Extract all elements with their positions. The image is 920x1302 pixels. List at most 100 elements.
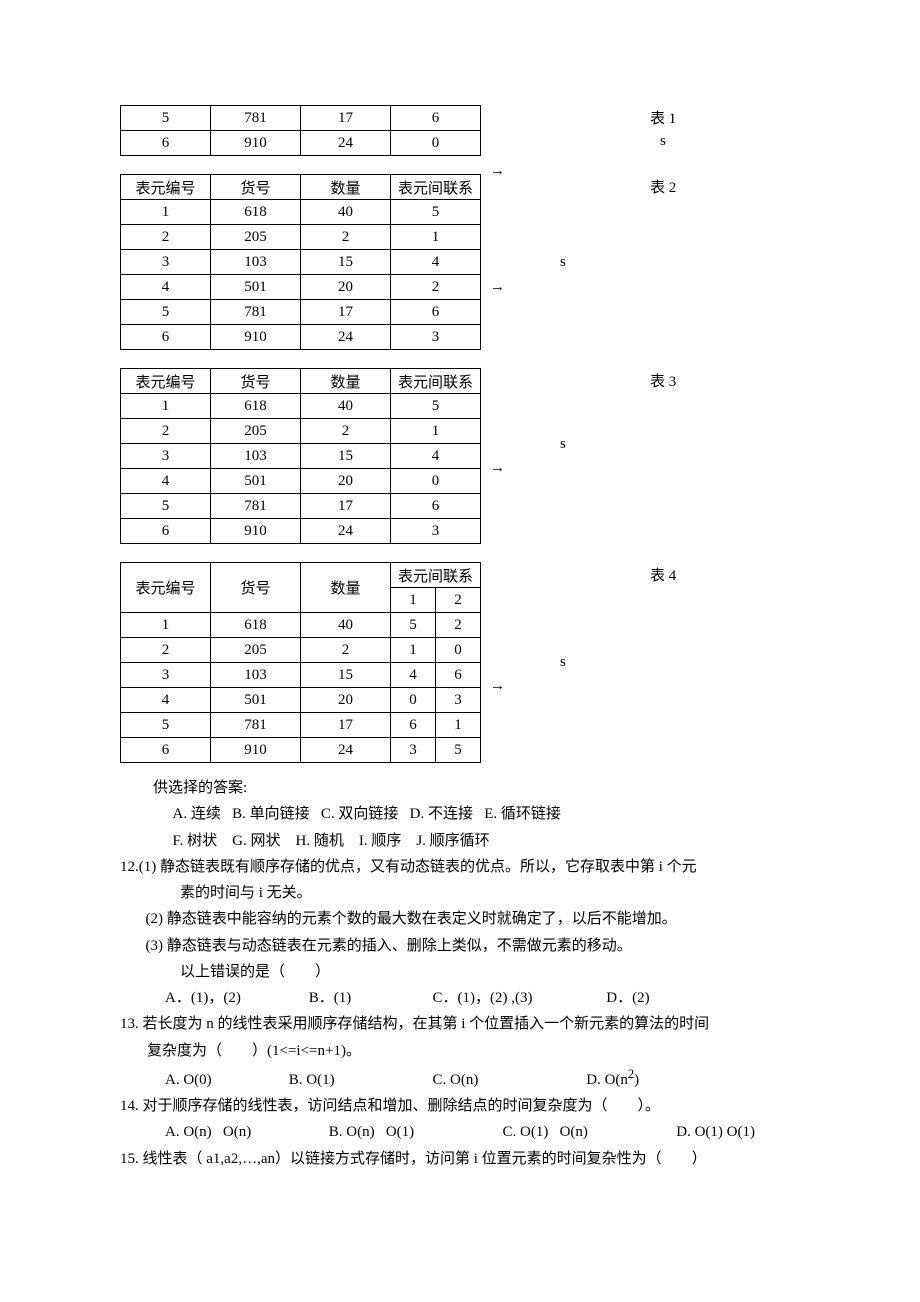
cell: 1: [121, 200, 211, 225]
table4: 表元编号 货号 数量 表元间联系 1 2 16184052 2205210 31…: [120, 562, 481, 763]
table-header-row: 表元编号 货号 数量 表元间联系: [121, 369, 481, 394]
cell: 5: [121, 300, 211, 325]
cell: 1: [121, 613, 211, 638]
cell: 6: [121, 131, 211, 156]
cell: 0: [436, 638, 481, 663]
cell: 0: [391, 131, 481, 156]
cell: 6: [391, 494, 481, 519]
cell: 910: [211, 519, 301, 544]
answers-line2: F. 树状 G. 网状 H. 随机 I. 顺序 J. 顺序循环: [120, 828, 810, 854]
col-header: 货号: [211, 563, 301, 613]
cell: 205: [211, 225, 301, 250]
cell: 4: [391, 663, 436, 688]
col-header: 数量: [301, 369, 391, 394]
cell: 103: [211, 250, 301, 275]
cell: 4: [121, 688, 211, 713]
question-14: 14. 对于顺序存储的线性表，访问结点和增加、删除结点的时间复杂度为（ ）。 A…: [120, 1093, 810, 1146]
q13-opt-a: A. O(0): [165, 1067, 285, 1093]
table-row: 220521: [121, 225, 481, 250]
q14-opt-d: D. O(1) O(1): [676, 1119, 755, 1145]
cell: 17: [301, 300, 391, 325]
cell: 3: [121, 663, 211, 688]
col-header: 表元间联系: [391, 563, 481, 588]
table-row: 5 781 17 6: [121, 106, 481, 131]
table-header-row: 表元编号 货号 数量 表元间联系: [121, 563, 481, 588]
answers-intro: 供选择的答案:: [120, 775, 810, 801]
cell: 1: [391, 225, 481, 250]
col-header: 表元编号: [121, 175, 211, 200]
cell: 24: [301, 519, 391, 544]
table4-s: s: [560, 654, 566, 671]
cell: 3: [391, 519, 481, 544]
q12-line2: (2) 静态链表中能容纳的元素个数的最大数在表定义时就确定了，以后不能增加。: [120, 906, 810, 932]
q12-line1: 12.(1) 静态链表既有顺序存储的优点，又有动态链表的优点。所以，它存取表中第…: [120, 854, 810, 880]
table4-block: 表元编号 货号 数量 表元间联系 1 2 16184052 2205210 31…: [120, 562, 810, 763]
col-subheader: 1: [391, 588, 436, 613]
cell: 103: [211, 663, 301, 688]
cell: 4: [391, 444, 481, 469]
table3-label: 表 3: [650, 370, 676, 391]
cell: 17: [301, 106, 391, 131]
table2-arrow: →: [490, 279, 505, 296]
q12-opt-c: C．(1)，(2) ,(3): [433, 985, 603, 1011]
answers-block: 供选择的答案: A. 连续 B. 单向链接 C. 双向链接 D. 不连接 E. …: [120, 775, 810, 854]
cell: 1: [121, 394, 211, 419]
cell: 501: [211, 469, 301, 494]
cell: 2: [301, 225, 391, 250]
cell: 2: [301, 638, 391, 663]
cell: 6: [391, 300, 481, 325]
cell: 2: [121, 638, 211, 663]
cell: 2: [436, 613, 481, 638]
cell: 24: [301, 325, 391, 350]
table-row: 6 910 24 0: [121, 131, 481, 156]
cell: 40: [301, 200, 391, 225]
cell: 4: [121, 275, 211, 300]
table1-s: s: [660, 133, 666, 150]
q12-opt-d: D．(2): [606, 985, 649, 1011]
col-header: 货号: [211, 175, 301, 200]
q12-opt-a: A．(1)，(2): [165, 985, 305, 1011]
table-row: 1618405: [121, 394, 481, 419]
cell: 20: [301, 275, 391, 300]
table-row: 2205210: [121, 638, 481, 663]
table-row: 4501202: [121, 275, 481, 300]
cell: 17: [301, 713, 391, 738]
cell: 5: [391, 394, 481, 419]
cell: 3: [121, 444, 211, 469]
opt-j: J. 顺序循环: [416, 828, 489, 854]
cell: 4: [391, 250, 481, 275]
q12-opt-b: B．(1): [309, 985, 429, 1011]
table4-arrow: →: [490, 678, 505, 695]
q14-opt-a: A. O(n) O(n): [165, 1119, 325, 1145]
table2-s: s: [560, 254, 566, 271]
cell: 618: [211, 200, 301, 225]
opt-c: C. 双向链接: [321, 801, 399, 827]
cell: 6: [391, 106, 481, 131]
question-13: 13. 若长度为 n 的线性表采用顺序存储结构，在其第 i 个位置插入一个新元素…: [120, 1011, 810, 1093]
cell: 6: [121, 738, 211, 763]
table-row: 5781176: [121, 494, 481, 519]
table2-block: 表元编号 货号 数量 表元间联系 1618405 220521 3103154 …: [120, 174, 810, 350]
cell: 6: [391, 713, 436, 738]
q12-line3: (3) 静态链表与动态链表在元素的插入、删除上类似，不需做元素的移动。: [120, 933, 810, 959]
cell: 24: [301, 131, 391, 156]
q13-opt-d: D. O(n2): [586, 1064, 639, 1093]
q12-options: A．(1)，(2) B．(1) C．(1)，(2) ,(3) D．(2): [120, 985, 810, 1011]
cell: 910: [211, 325, 301, 350]
cell: 40: [301, 613, 391, 638]
col-header: 表元间联系: [391, 369, 481, 394]
table-row: 1618405: [121, 200, 481, 225]
cell: 6: [436, 663, 481, 688]
table-row: 5781176: [121, 300, 481, 325]
opt-a: A. 连续: [173, 801, 221, 827]
table-row: 69102435: [121, 738, 481, 763]
cell: 501: [211, 688, 301, 713]
table-header-row: 表元编号 货号 数量 表元间联系: [121, 175, 481, 200]
cell: 2: [121, 225, 211, 250]
cell: 5: [391, 200, 481, 225]
opt-i: I. 顺序: [359, 828, 402, 854]
cell: 5: [436, 738, 481, 763]
cell: 781: [211, 494, 301, 519]
cell: 15: [301, 444, 391, 469]
cell: 910: [211, 738, 301, 763]
